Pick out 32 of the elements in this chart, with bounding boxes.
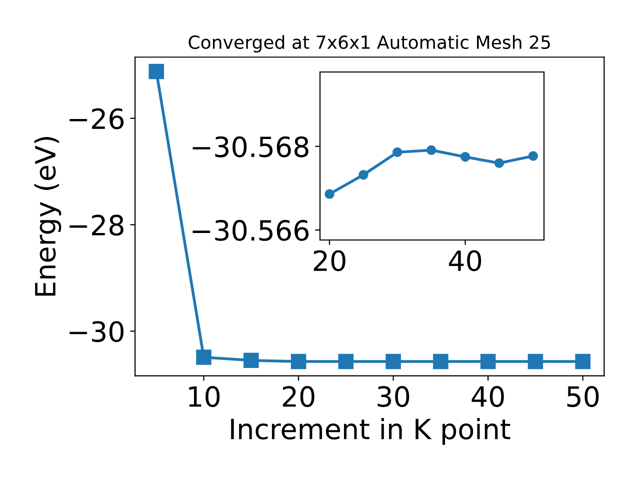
point <box>426 145 436 156</box>
point <box>494 158 504 168</box>
point <box>338 354 354 370</box>
point <box>324 189 334 199</box>
x-tick-label: 40 <box>448 250 482 272</box>
point <box>433 354 448 370</box>
x-tick-label: 30 <box>378 386 410 408</box>
x-tick-label: 10 <box>189 386 220 408</box>
x-tick-label: 50 <box>567 386 599 408</box>
point <box>528 151 538 161</box>
point <box>386 354 401 370</box>
x-tick-label: 40 <box>472 386 504 408</box>
point <box>148 64 164 80</box>
y-tick-label: −28 <box>70 214 124 236</box>
y-tick-label: −26 <box>70 108 124 130</box>
point <box>243 352 259 368</box>
y-axis-title: Energy (eV) <box>34 136 62 296</box>
point <box>196 350 212 365</box>
point <box>480 354 496 370</box>
point <box>290 354 306 370</box>
x-axis-title: Increment in K point <box>231 418 510 445</box>
x-tick-label: 20 <box>314 250 346 272</box>
point <box>575 354 590 370</box>
point <box>460 152 470 162</box>
point <box>358 170 368 180</box>
y-tick-label: −30.566 <box>192 220 309 241</box>
chart-title: Converged at 7x6x1 Automatic Mesh 25 <box>188 35 550 53</box>
point <box>528 354 544 370</box>
point <box>392 147 402 158</box>
y-tick-label: −30.568 <box>192 136 308 158</box>
y-tick-label: −30 <box>70 321 124 342</box>
x-tick-label: 20 <box>282 386 314 408</box>
